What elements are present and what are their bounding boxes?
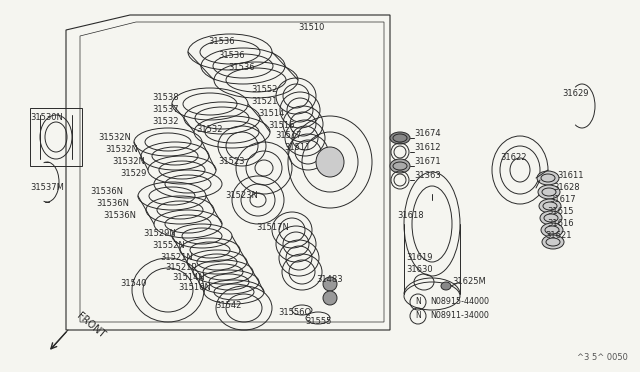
Text: ^3 5^ 0050: ^3 5^ 0050 <box>577 353 628 362</box>
Text: 31556Q: 31556Q <box>278 308 311 317</box>
Ellipse shape <box>539 199 561 213</box>
Text: 31521P: 31521P <box>165 263 196 273</box>
Text: N: N <box>415 298 421 307</box>
Text: 31538: 31538 <box>152 93 179 103</box>
Text: 31529N: 31529N <box>143 230 176 238</box>
Text: 31628: 31628 <box>553 183 580 192</box>
Text: 31552: 31552 <box>251 86 277 94</box>
Ellipse shape <box>316 147 344 177</box>
Ellipse shape <box>441 282 451 290</box>
Text: 31621: 31621 <box>545 231 572 241</box>
Ellipse shape <box>540 211 562 225</box>
Text: 31615: 31615 <box>547 208 573 217</box>
Text: 31552N: 31552N <box>152 241 185 250</box>
Text: 31540: 31540 <box>120 279 147 289</box>
Text: 31625M: 31625M <box>452 278 486 286</box>
Text: 31542: 31542 <box>215 301 241 311</box>
Text: N: N <box>415 311 421 321</box>
Text: 31536N: 31536N <box>90 187 123 196</box>
Ellipse shape <box>542 235 564 249</box>
Text: 31630: 31630 <box>406 266 433 275</box>
Ellipse shape <box>390 132 410 144</box>
Text: 31523: 31523 <box>218 157 244 167</box>
Text: 31536N: 31536N <box>103 212 136 221</box>
Text: 31516: 31516 <box>268 122 294 131</box>
Text: FRONT: FRONT <box>75 311 107 340</box>
Text: 31514N: 31514N <box>172 273 205 282</box>
Ellipse shape <box>323 277 337 291</box>
Text: 31532N: 31532N <box>105 145 138 154</box>
Text: 31671: 31671 <box>414 157 440 167</box>
Text: 31516N: 31516N <box>178 283 211 292</box>
Text: N08911-34000: N08911-34000 <box>430 311 489 321</box>
Ellipse shape <box>537 171 559 185</box>
Ellipse shape <box>390 159 410 173</box>
Text: 31616: 31616 <box>547 219 573 228</box>
Ellipse shape <box>538 185 560 199</box>
Text: 31532: 31532 <box>196 125 223 135</box>
Ellipse shape <box>323 291 337 305</box>
Text: 31521: 31521 <box>251 97 277 106</box>
Text: 31521N: 31521N <box>160 253 193 263</box>
Text: 31537M: 31537M <box>30 183 64 192</box>
Text: 31510: 31510 <box>298 23 324 32</box>
Ellipse shape <box>541 223 563 237</box>
Text: 31483: 31483 <box>316 276 342 285</box>
Text: 31537: 31537 <box>152 106 179 115</box>
Text: N08915-44000: N08915-44000 <box>430 298 489 307</box>
Text: 31612: 31612 <box>414 144 440 153</box>
Text: 31619: 31619 <box>406 253 433 263</box>
Text: 31511: 31511 <box>284 142 310 151</box>
Text: 31629: 31629 <box>562 90 589 99</box>
Text: 31530N: 31530N <box>30 113 63 122</box>
Text: 31532N: 31532N <box>112 157 145 167</box>
Bar <box>30 108 82 166</box>
Text: 31363: 31363 <box>414 171 441 180</box>
Text: 31536: 31536 <box>218 51 244 60</box>
Text: 31536: 31536 <box>228 64 255 73</box>
Text: 31611: 31611 <box>557 171 584 180</box>
Text: 31536: 31536 <box>208 38 235 46</box>
Text: 31529: 31529 <box>120 170 147 179</box>
Text: 31517: 31517 <box>275 131 301 141</box>
Text: 31555: 31555 <box>305 317 332 327</box>
Text: 31622: 31622 <box>500 154 527 163</box>
Text: 31532: 31532 <box>152 118 179 126</box>
Text: 31517N: 31517N <box>256 224 289 232</box>
Text: 31617: 31617 <box>549 196 575 205</box>
Text: 31514: 31514 <box>258 109 284 119</box>
Text: 31536N: 31536N <box>96 199 129 208</box>
Text: 31618: 31618 <box>397 212 424 221</box>
Text: 31532N: 31532N <box>98 134 131 142</box>
Text: 31674: 31674 <box>414 129 440 138</box>
Text: 31523N: 31523N <box>225 192 258 201</box>
